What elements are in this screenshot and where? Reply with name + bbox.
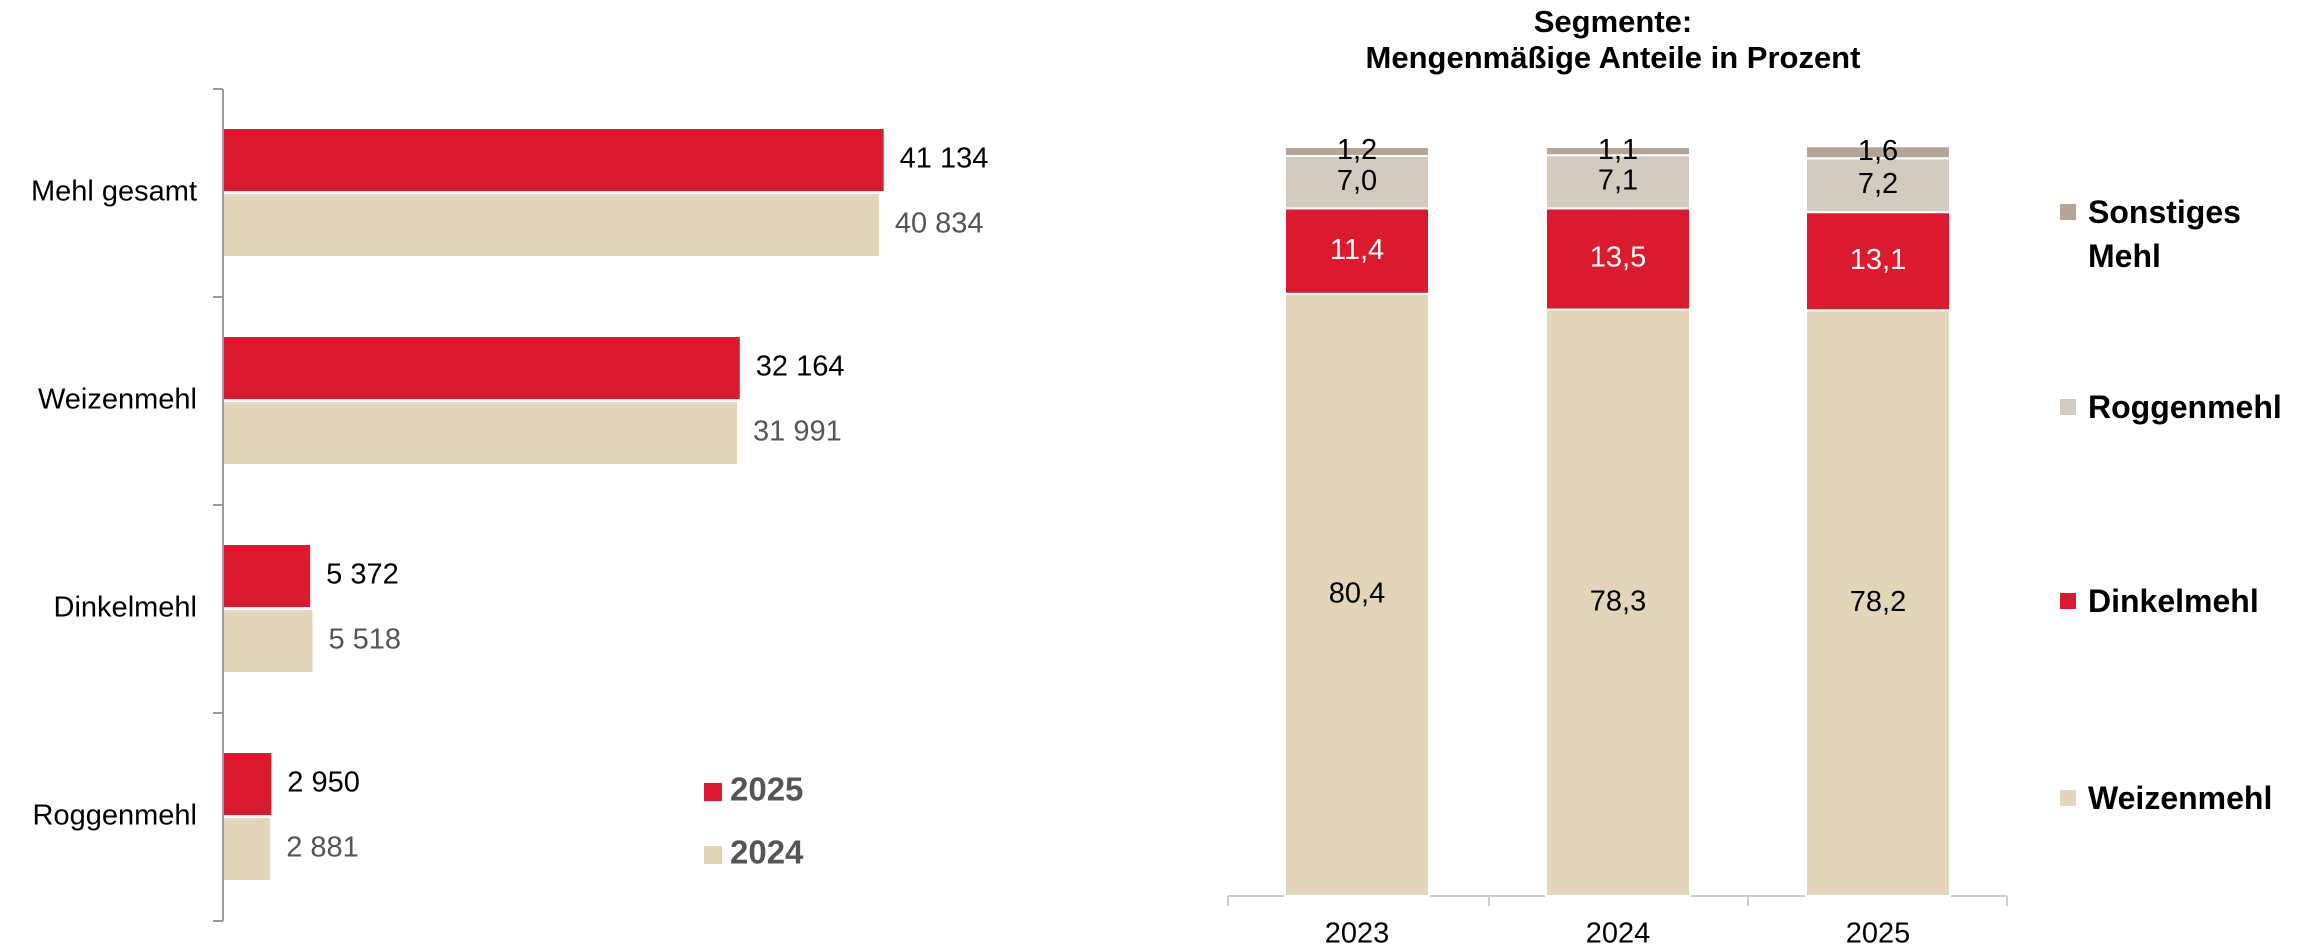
bar [224, 402, 738, 464]
bar [224, 194, 879, 256]
y-tick-label: Dinkelmehl [54, 592, 197, 624]
data-label: 7,0 [1337, 165, 1377, 197]
chart-subtitle: Mengenmäßige Anteile in Prozent [1366, 40, 1861, 75]
data-label: 1,6 [1858, 135, 1898, 167]
y-tick-label: Weizenmehl [38, 384, 197, 416]
legend-marker [2060, 790, 2076, 806]
data-label: 80,4 [1329, 578, 1385, 610]
x-tick-label: 2024 [1586, 918, 1651, 950]
data-label: 5 518 [328, 624, 401, 656]
legend-marker [2060, 593, 2076, 609]
bar-segment [1805, 145, 1951, 160]
legend-marker [704, 846, 722, 864]
data-label: 1,1 [1598, 134, 1638, 166]
legend-marker [2060, 399, 2076, 415]
legend-marker [2060, 204, 2076, 220]
bar-segment [1545, 207, 1691, 311]
bar [224, 545, 311, 607]
y-tick-label: Mehl gesamt [31, 176, 197, 208]
bar [224, 129, 884, 191]
data-label: 31 991 [753, 416, 842, 448]
data-label: 78,3 [1590, 585, 1646, 617]
bar-segment [1284, 207, 1430, 295]
legend-label: Sonstiges Mehl [2088, 194, 2241, 274]
bar-segment [1545, 146, 1691, 157]
bar-segment [1284, 154, 1430, 210]
legend-label: Weizenmehl [2088, 780, 2273, 816]
bar-segment [1545, 154, 1691, 210]
data-label: 40 834 [895, 208, 984, 240]
data-label: 7,2 [1858, 168, 1898, 200]
legend-label: 2025 [730, 771, 803, 808]
bar-segment [1805, 157, 1951, 214]
x-tick-label: 2025 [1846, 918, 1911, 950]
data-label: 2 881 [286, 832, 359, 864]
bar [224, 337, 740, 399]
data-label: 13,1 [1850, 244, 1906, 276]
bar-segment [1805, 211, 1951, 312]
data-label: 11,4 [1330, 234, 1384, 266]
legend-marker [704, 783, 722, 801]
bar [224, 753, 272, 815]
legend-label: 2024 [730, 834, 804, 871]
data-label: 13,5 [1590, 242, 1646, 274]
bar-segment [1805, 309, 1951, 898]
legend-label: Roggenmehl [2088, 389, 2282, 425]
data-label: 41 134 [900, 143, 989, 175]
data-label: 1,2 [1337, 134, 1377, 166]
data-label: 32 164 [756, 351, 845, 383]
bar-segment [1284, 146, 1430, 157]
bar-segment [1284, 292, 1430, 897]
x-tick-label: 2023 [1325, 918, 1390, 950]
data-label: 78,2 [1850, 586, 1906, 618]
data-label: 7,1 [1598, 164, 1638, 196]
bar-segment [1545, 308, 1691, 897]
data-label: 2 950 [287, 767, 360, 799]
chart-title: Segmente: [1534, 4, 1692, 39]
data-label: 5 372 [326, 559, 399, 591]
bar [224, 610, 313, 672]
bar [224, 818, 271, 880]
y-tick-label: Roggenmehl [33, 800, 197, 832]
legend-label: Dinkelmehl [2088, 583, 2259, 619]
